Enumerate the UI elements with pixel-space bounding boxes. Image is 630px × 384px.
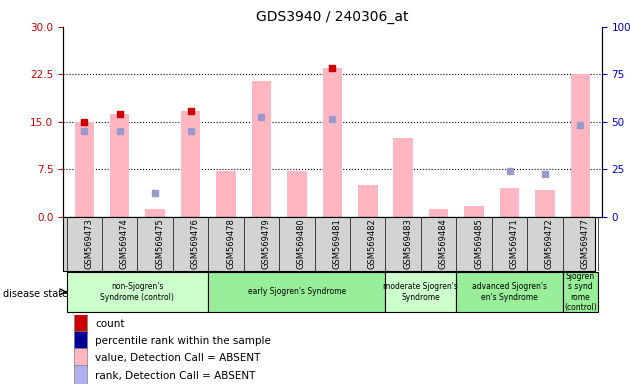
- Text: GSM569483: GSM569483: [403, 218, 412, 269]
- Bar: [464, 205, 484, 217]
- Bar: [110, 114, 129, 217]
- Text: GSM569472: GSM569472: [545, 218, 554, 269]
- Text: GSM569478: GSM569478: [226, 218, 235, 269]
- Text: rank, Detection Call = ABSENT: rank, Detection Call = ABSENT: [95, 371, 256, 381]
- Bar: [74, 365, 87, 384]
- Text: GSM569473: GSM569473: [84, 218, 93, 269]
- Bar: [209, 271, 386, 312]
- Text: GSM569475: GSM569475: [155, 218, 164, 269]
- Bar: [456, 271, 563, 312]
- Text: GSM569474: GSM569474: [120, 218, 129, 269]
- Text: advanced Sjogren's
en's Syndrome: advanced Sjogren's en's Syndrome: [472, 282, 547, 301]
- Bar: [181, 111, 200, 217]
- Bar: [74, 122, 94, 217]
- Bar: [216, 171, 236, 217]
- Bar: [67, 271, 209, 312]
- Text: GSM569485: GSM569485: [474, 218, 483, 269]
- Bar: [323, 68, 342, 217]
- Bar: [571, 74, 590, 217]
- Text: GSM569480: GSM569480: [297, 218, 306, 269]
- Bar: [386, 271, 456, 312]
- Bar: [394, 138, 413, 217]
- Bar: [563, 271, 598, 312]
- Text: GSM569481: GSM569481: [333, 218, 341, 269]
- Text: non-Sjogren's
Syndrome (control): non-Sjogren's Syndrome (control): [100, 282, 175, 301]
- Text: early Sjogren's Syndrome: early Sjogren's Syndrome: [248, 287, 346, 296]
- Bar: [74, 348, 87, 367]
- Bar: [74, 331, 87, 350]
- Text: value, Detection Call = ABSENT: value, Detection Call = ABSENT: [95, 353, 261, 363]
- Text: moderate Sjogren's
Syndrome: moderate Sjogren's Syndrome: [384, 282, 459, 301]
- Text: GSM569482: GSM569482: [368, 218, 377, 269]
- Bar: [287, 171, 307, 217]
- Text: disease state: disease state: [3, 289, 68, 299]
- Bar: [252, 81, 271, 217]
- Bar: [536, 190, 554, 217]
- Bar: [74, 313, 87, 333]
- Bar: [429, 209, 449, 217]
- Text: GSM569471: GSM569471: [510, 218, 518, 269]
- Text: GSM569476: GSM569476: [190, 218, 200, 269]
- Title: GDS3940 / 240306_at: GDS3940 / 240306_at: [256, 10, 409, 25]
- Bar: [358, 185, 377, 217]
- Text: GSM569479: GSM569479: [261, 218, 270, 269]
- Bar: [500, 189, 519, 217]
- Text: percentile rank within the sample: percentile rank within the sample: [95, 336, 271, 346]
- Text: GSM569477: GSM569477: [580, 218, 590, 269]
- Text: count: count: [95, 319, 125, 329]
- Bar: [146, 209, 165, 217]
- Text: GSM569484: GSM569484: [438, 218, 448, 269]
- Text: Sjogren
s synd
rome
(control): Sjogren s synd rome (control): [564, 272, 597, 312]
